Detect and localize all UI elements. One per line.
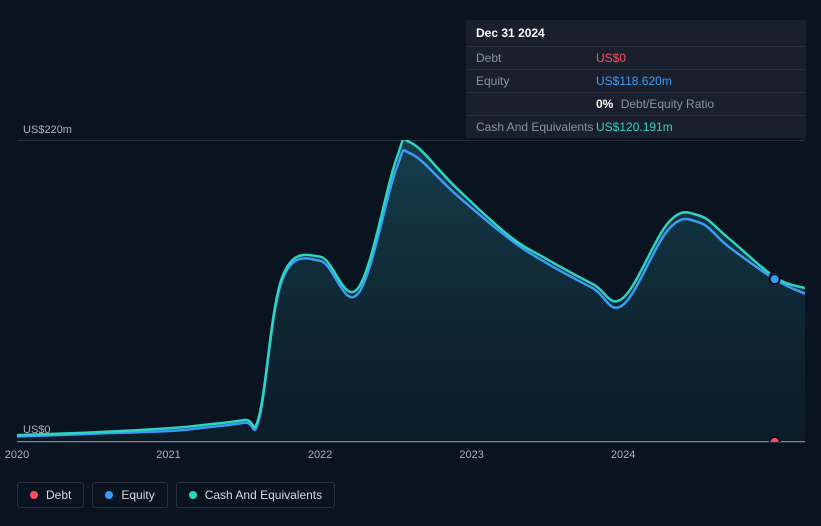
tooltip-ratio-spacer — [476, 97, 596, 111]
x-tick: 2021 — [156, 449, 180, 461]
x-tick: 2020 — [5, 449, 29, 461]
tooltip-ratio-value: 0% Debt/Equity Ratio — [596, 97, 796, 111]
legend-item-debt[interactable]: Debt — [17, 482, 84, 508]
tooltip-cash-value: US$120.191m — [596, 120, 796, 134]
legend-label: Debt — [46, 488, 71, 502]
tooltip-cash-label: Cash And Equivalents — [476, 120, 596, 134]
legend-item-equity[interactable]: Equity — [92, 482, 167, 508]
legend-dot-icon — [189, 491, 197, 499]
tooltip-debt-label: Debt — [476, 51, 596, 65]
tooltip-row-equity: Equity US$118.620m — [466, 70, 806, 93]
x-tick: 2024 — [611, 449, 635, 461]
legend-label: Equity — [121, 488, 154, 502]
tooltip-date: Dec 31 2024 — [466, 20, 806, 47]
legend: Debt Equity Cash And Equivalents — [17, 482, 335, 508]
marker-dot-equity — [770, 274, 780, 284]
x-axis-ticks: 20202021202220232024 — [17, 449, 805, 465]
chart-plot[interactable] — [17, 140, 805, 442]
tooltip-row-cash: Cash And Equivalents US$120.191m — [466, 116, 806, 138]
x-tick: 2022 — [308, 449, 332, 461]
series-cash-area — [17, 140, 805, 442]
chart-baseline — [17, 442, 805, 443]
x-tick: 2023 — [459, 449, 483, 461]
tooltip-equity-value: US$118.620m — [596, 74, 796, 88]
tooltip-debt-value: US$0 — [596, 51, 796, 65]
legend-dot-icon — [30, 491, 38, 499]
legend-dot-icon — [105, 491, 113, 499]
tooltip-panel: Dec 31 2024 Debt US$0 Equity US$118.620m… — [466, 20, 806, 138]
legend-item-cash[interactable]: Cash And Equivalents — [176, 482, 335, 508]
tooltip-equity-label: Equity — [476, 74, 596, 88]
tooltip-ratio-label: Debt/Equity Ratio — [621, 97, 714, 111]
y-axis-label-top: US$220m — [23, 124, 72, 136]
tooltip-row-ratio: 0% Debt/Equity Ratio — [466, 93, 806, 116]
legend-label: Cash And Equivalents — [205, 488, 322, 502]
tooltip-ratio-pct: 0% — [596, 97, 613, 111]
tooltip-row-debt: Debt US$0 — [466, 47, 806, 70]
